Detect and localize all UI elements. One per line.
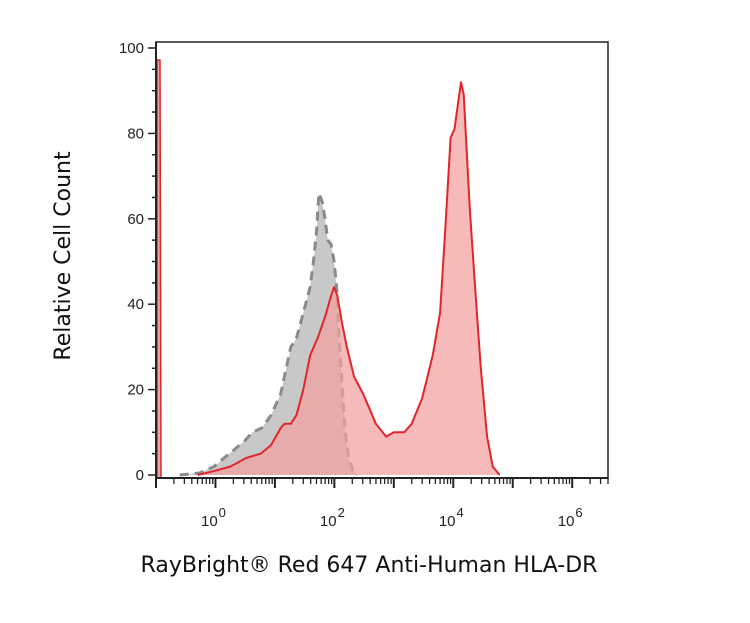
series-layer [156, 59, 501, 479]
y-tick-label: 0 [136, 467, 144, 484]
axis-pileup-spike [156, 59, 162, 479]
plot-frame [155, 41, 609, 479]
x-axis: 100 102 104 106 [155, 477, 609, 530]
x-axis-title: RayBright® Red 647 Anti-Human HLA-DR [141, 553, 598, 578]
y-axis: 0 20 40 60 80 100 [119, 40, 157, 486]
x-tick-label: 104 [439, 505, 464, 530]
x-tick-label: 100 [201, 505, 226, 530]
y-axis-title: Relative Cell Count [51, 151, 76, 361]
series-2-line [197, 81, 501, 476]
x-tick-label: 106 [558, 505, 583, 530]
y-tick-label: 100 [119, 40, 144, 57]
y-tick-label: 40 [127, 296, 144, 313]
y-tick-label: 60 [127, 211, 144, 228]
x-tick-label: 102 [320, 505, 345, 530]
series-1-line [179, 191, 359, 477]
y-tick-label: 80 [127, 125, 144, 142]
y-tick-label: 20 [127, 382, 144, 399]
series-2-area [197, 82, 500, 475]
